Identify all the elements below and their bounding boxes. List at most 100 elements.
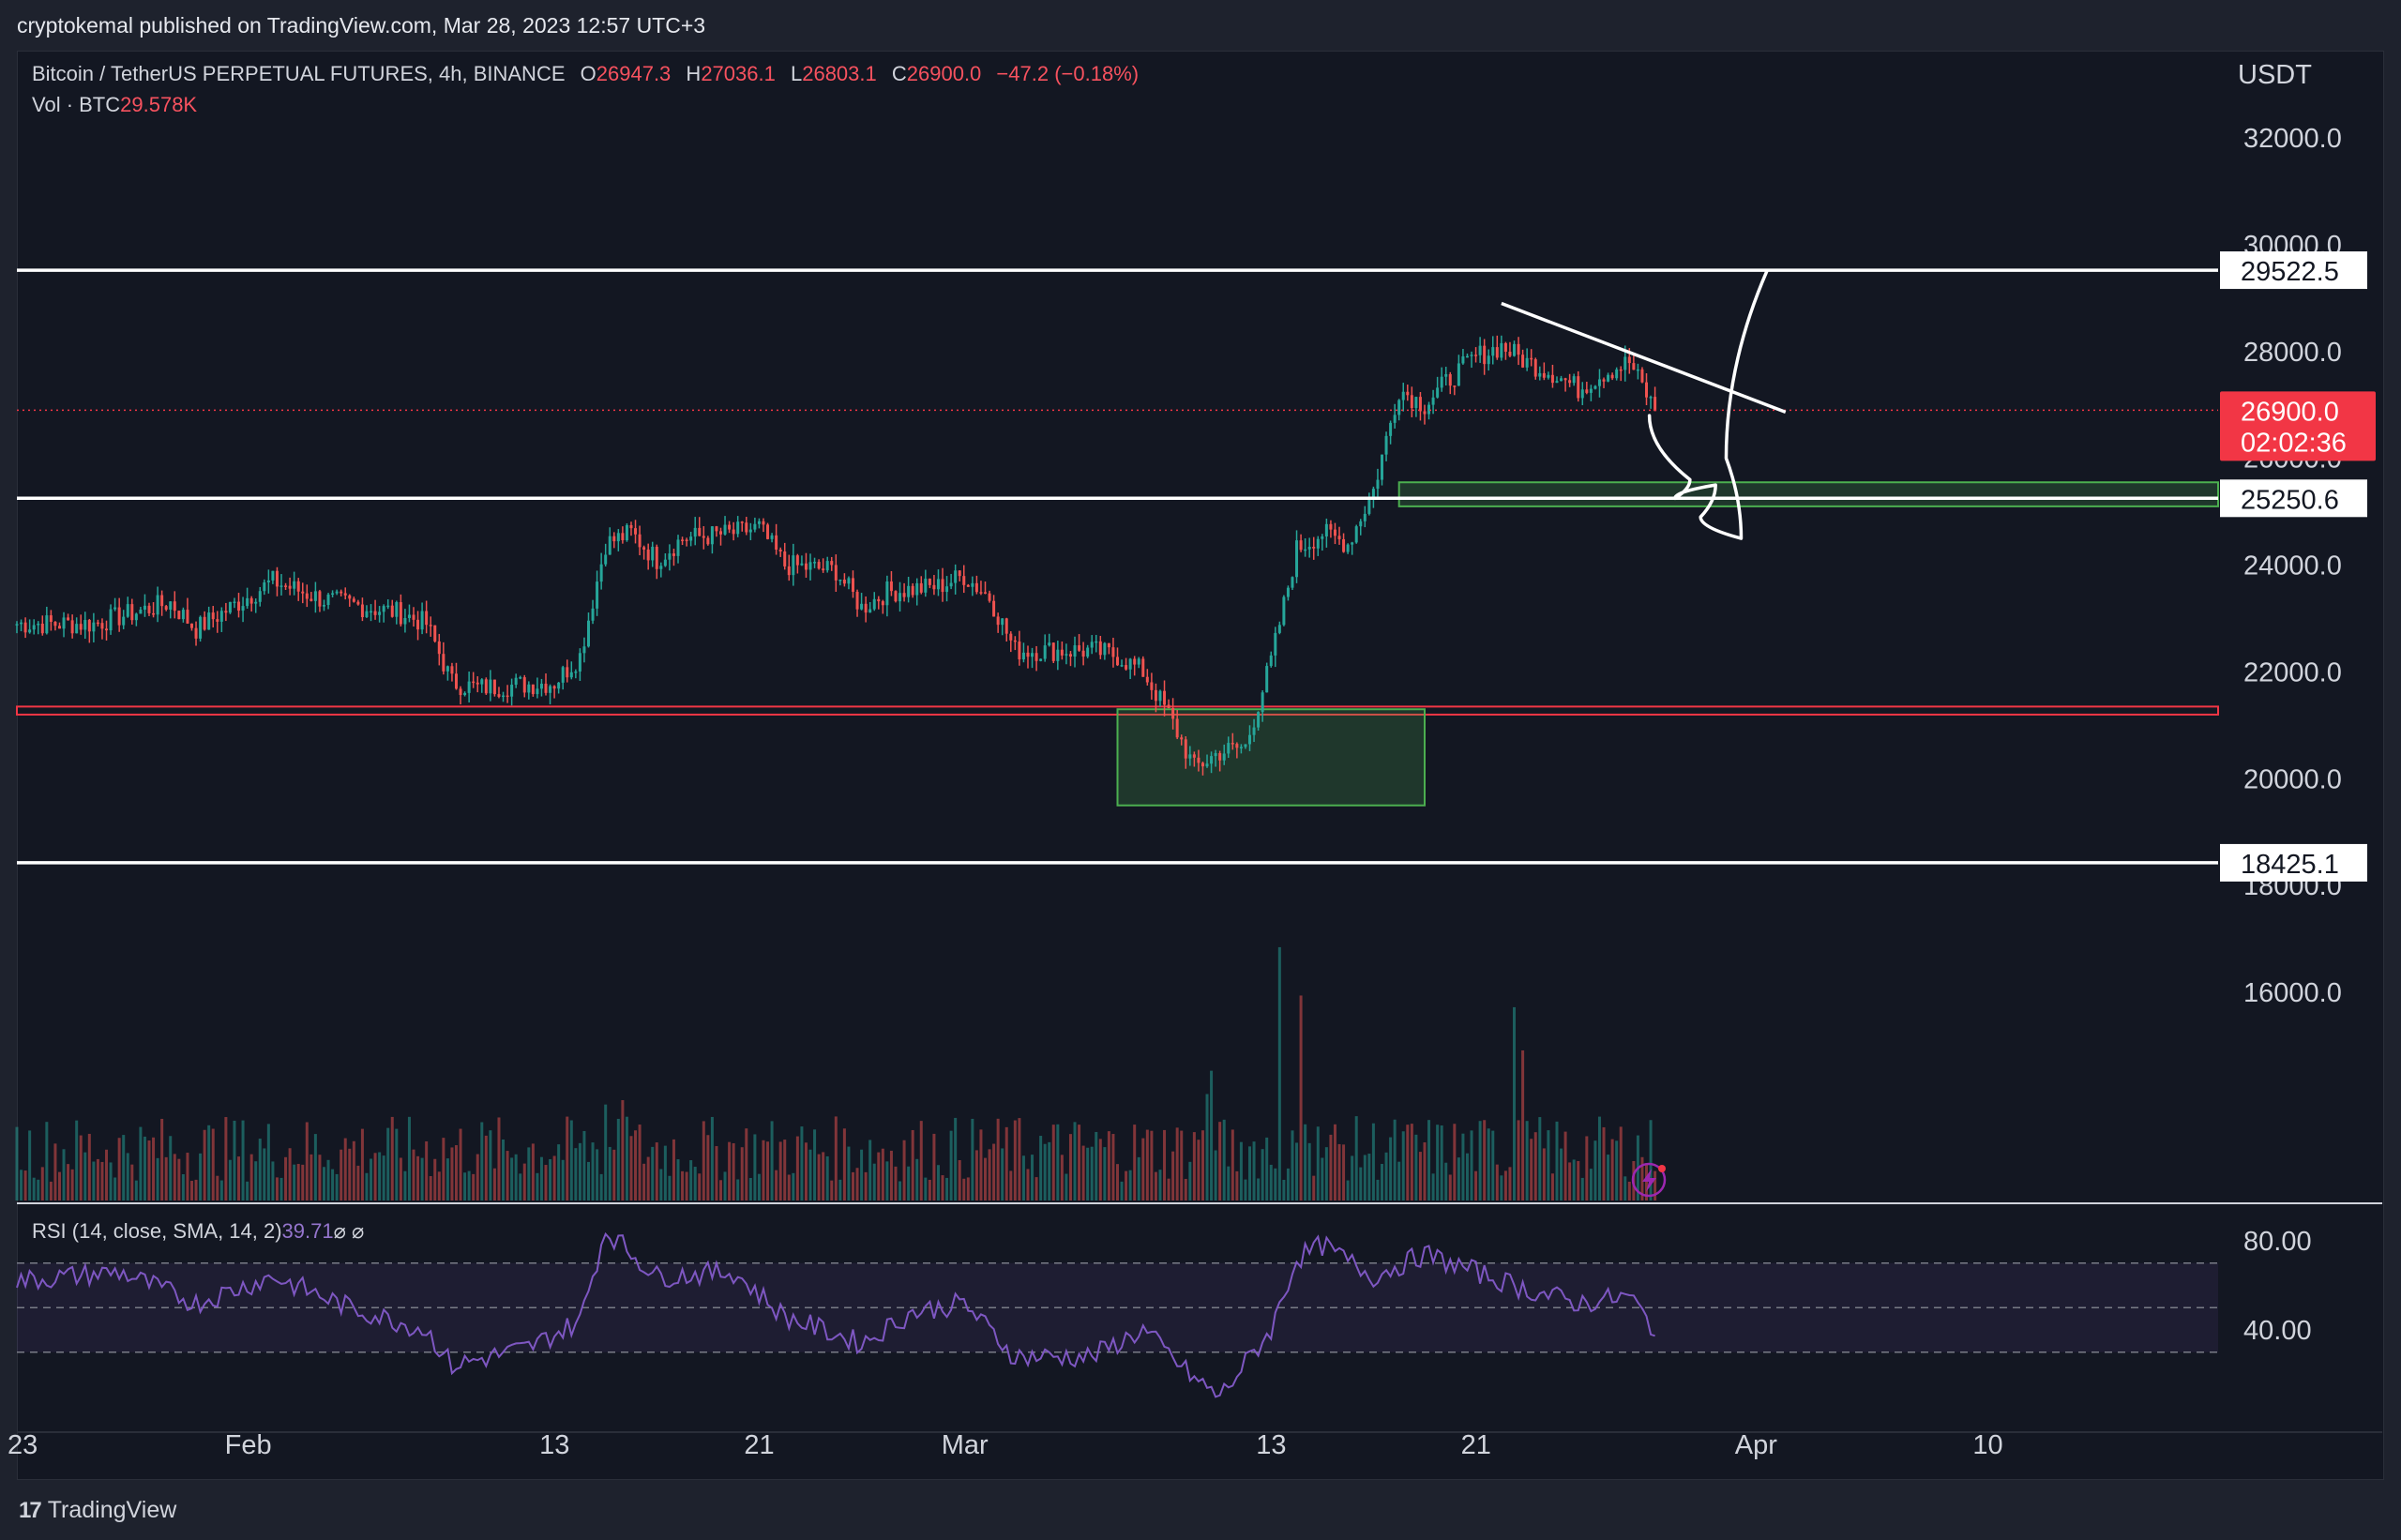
candle — [1461, 355, 1465, 364]
volume-bar — [1610, 1139, 1614, 1200]
candle — [685, 539, 688, 541]
candle — [1431, 397, 1435, 405]
volume-bar — [203, 1129, 206, 1200]
candle — [1470, 355, 1473, 356]
candle — [693, 527, 697, 537]
volume-bar — [1192, 1132, 1196, 1200]
candle — [1371, 489, 1375, 499]
volume-bar — [1295, 1142, 1299, 1200]
candle — [770, 535, 774, 539]
candle — [279, 585, 283, 587]
volume-bar — [53, 1143, 57, 1200]
volume-bar — [399, 1157, 402, 1200]
volume-bar — [45, 1122, 49, 1200]
candle — [792, 555, 795, 576]
candle — [1427, 404, 1431, 415]
candle — [472, 681, 476, 684]
candle — [454, 673, 458, 689]
volume-bar — [1457, 1157, 1460, 1200]
candle — [53, 621, 57, 627]
volume-bar — [1065, 1173, 1068, 1200]
candle — [928, 578, 931, 585]
volume-bar — [1307, 1142, 1311, 1200]
volume-bar — [561, 1159, 565, 1200]
tradingview-logo[interactable]: 17 TradingView — [19, 1497, 176, 1524]
candle — [642, 547, 646, 550]
candle — [1154, 689, 1157, 702]
volume-label[interactable]: Vol · BTC — [32, 93, 121, 116]
lightning-icon-bolt — [1642, 1169, 1656, 1192]
volume-bar — [762, 1140, 765, 1200]
volume-bar — [1200, 1130, 1204, 1200]
volume-bar — [1478, 1121, 1482, 1200]
candle — [634, 528, 638, 535]
volume-bar — [1384, 1152, 1388, 1200]
volume-bar — [954, 1117, 958, 1200]
candle — [1351, 542, 1354, 545]
candle — [181, 610, 185, 620]
volume-bar — [246, 1181, 249, 1200]
close-value: 26900.0 — [906, 62, 982, 85]
volume-bar — [425, 1140, 429, 1200]
volume-bar — [736, 1179, 740, 1200]
volume-bar — [971, 1118, 974, 1200]
candle — [45, 615, 49, 634]
candle — [160, 595, 164, 607]
volume-bar — [830, 1180, 834, 1200]
volume-bar — [766, 1141, 770, 1200]
time-axis-tick: 13 — [539, 1430, 569, 1460]
rsi-label[interactable]: RSI (14, close, SMA, 14, 2) — [32, 1219, 282, 1243]
volume-bar — [1111, 1134, 1115, 1200]
time-axis-tick: Feb — [225, 1430, 272, 1460]
candle — [1068, 654, 1072, 657]
volume-bar — [1627, 1181, 1631, 1200]
candle — [1128, 658, 1132, 670]
volume-bar — [365, 1172, 369, 1200]
volume-bar — [621, 1100, 625, 1200]
candle — [1393, 415, 1397, 423]
candle — [596, 581, 599, 609]
candle — [1500, 342, 1503, 358]
candle — [1389, 422, 1393, 436]
candle — [1133, 658, 1137, 665]
volume-bar — [1602, 1126, 1606, 1200]
candle — [974, 582, 978, 593]
candle — [1577, 376, 1580, 399]
candle — [1649, 397, 1653, 399]
candle — [1457, 363, 1460, 386]
candle — [830, 561, 834, 566]
candle — [37, 623, 40, 626]
candle — [936, 579, 940, 590]
volume-bar — [237, 1156, 241, 1200]
candle — [672, 553, 675, 556]
bar-countdown: 02:02:36 — [2241, 428, 2347, 458]
rsi-axis-tick: 40.00 — [2243, 1316, 2312, 1346]
volume-bar — [668, 1175, 672, 1200]
rsi-visibility-icons[interactable]: ⌀ ⌀ — [333, 1219, 365, 1243]
volume-bar — [1158, 1170, 1162, 1200]
candle — [1597, 379, 1601, 386]
volume-bar — [1043, 1143, 1047, 1200]
volume-bar — [1039, 1136, 1043, 1200]
candle — [1367, 498, 1371, 514]
candle — [855, 591, 859, 610]
candle — [745, 522, 748, 533]
volume-bar — [207, 1125, 211, 1200]
candle — [795, 555, 799, 566]
volume-bar — [420, 1157, 424, 1200]
candle — [1269, 655, 1273, 667]
volume-bar — [156, 1157, 159, 1200]
volume-bar — [706, 1135, 710, 1200]
candle — [49, 615, 53, 622]
candle — [20, 622, 23, 625]
volume-bar — [1261, 1149, 1264, 1200]
volume-bar — [569, 1120, 573, 1200]
volume-bar — [1034, 1177, 1038, 1200]
candle — [894, 591, 898, 602]
volume-bar — [1269, 1164, 1273, 1200]
symbol-title[interactable]: Bitcoin / TetherUS PERPETUAL FUTURES, 4h… — [32, 62, 566, 85]
volume-bar — [881, 1148, 884, 1200]
lightning-icon[interactable] — [1631, 1162, 1667, 1198]
volume-bar — [1231, 1129, 1234, 1200]
